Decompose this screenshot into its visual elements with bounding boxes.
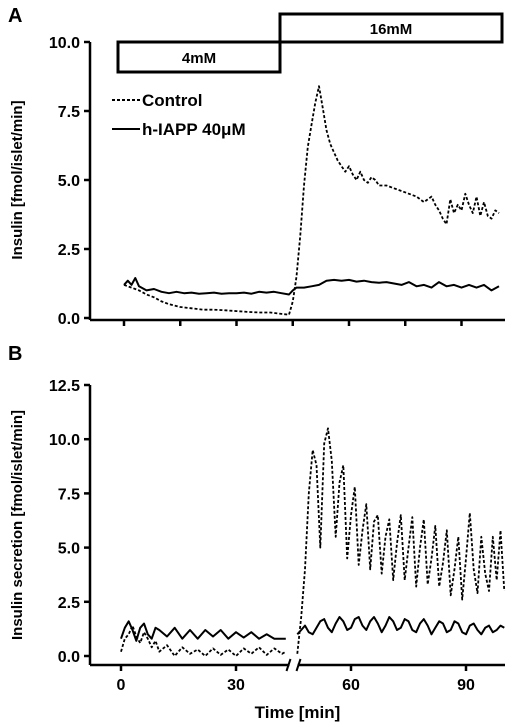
y-tick-label-b: 12.5: [49, 378, 80, 395]
series-hiapp-line-a: [123, 277, 500, 296]
legend-label-control: Control: [142, 91, 202, 110]
x-tick-label-b: 90: [457, 677, 475, 694]
legend-a: Control h-IAPP 40μM: [112, 91, 246, 139]
x-axis-label-b: Time [min]: [255, 703, 341, 722]
y-tick-label-a: 2.5: [58, 242, 80, 259]
glucose-label-4mm: 4mM: [182, 50, 216, 67]
series-hiapp-line-b-segment2: [296, 616, 505, 636]
y-tick-label-a: 0.0: [58, 311, 80, 328]
y-tick-label-a: 10.0: [49, 35, 80, 52]
y-tick-label-b: 10.0: [49, 432, 80, 449]
glucose-label-16mm: 16mM: [370, 21, 413, 38]
glucose-box-16mm: [278, 12, 504, 44]
y-tick-label-b: 2.5: [58, 595, 80, 612]
y-tick-label-b: 5.0: [58, 541, 80, 558]
legend-label-hiapp: h-IAPP 40μM: [142, 120, 246, 139]
x-tick-label-b: 30: [227, 677, 245, 694]
series-hiapp-line-b-segment1: [120, 620, 286, 642]
series-control-line-b-segment2: [296, 427, 506, 654]
panel-b: B 0.0 2.5 5.0 7.5 10.0 12.5 0 30 60 90 Insulin secr…: [8, 343, 506, 722]
y-tick-label-a: 7.5: [58, 104, 80, 121]
x-tick-label-b: 0: [117, 677, 126, 694]
panel-label-a: A: [8, 5, 22, 27]
series-control-line-a: [123, 85, 500, 316]
y-tick-label-b: 0.0: [58, 649, 80, 666]
glucose-box-4mm: [116, 40, 282, 74]
y-tick-label-b: 7.5: [58, 486, 80, 503]
y-tick-label-a: 5.0: [58, 173, 80, 190]
panel-a: A 4mM 16mM 0.0 2.5 5.0 7.5 10.0 Insulin [fmol/is…: [8, 5, 505, 328]
x-tick-label-b: 60: [342, 677, 360, 694]
y-axis-label-a: Insulin [fmol/islet/min]: [9, 100, 26, 259]
panel-label-b: B: [8, 343, 22, 365]
axis-break-mark-left: [285, 658, 292, 672]
series-control-line-b-segment1: [120, 624, 287, 657]
axis-break-mark-right: [295, 658, 302, 672]
y-axis-label-b: Insulin secretion [fmol/islet/min]: [9, 410, 26, 640]
